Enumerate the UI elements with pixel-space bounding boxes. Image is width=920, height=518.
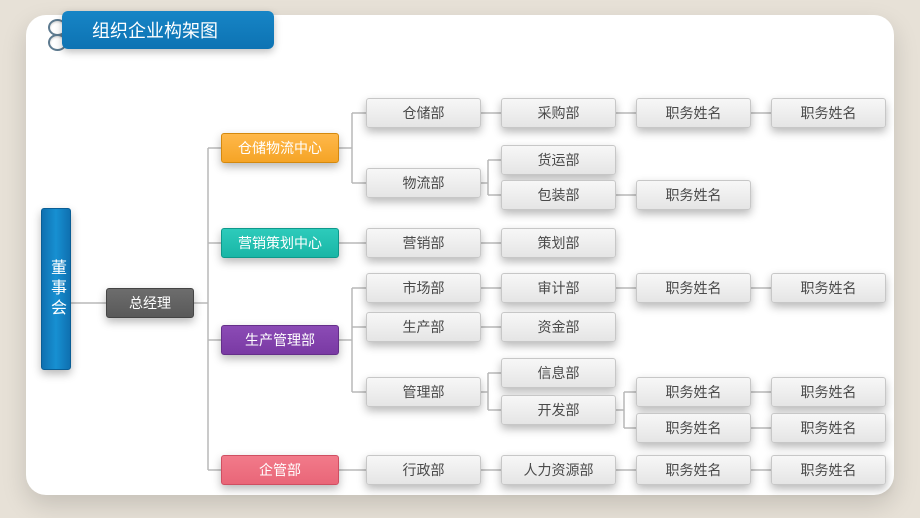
node-label: 营销策划中心 [238,233,322,253]
node-label: 采购部 [538,103,580,123]
node-label: 职务姓名 [666,185,722,205]
dept-node: 职务姓名 [636,455,751,485]
node-label: 职务姓名 [666,418,722,438]
node-label: 行政部 [403,460,445,480]
dept-node: 货运部 [501,145,616,175]
dept-node: 资金部 [501,312,616,342]
dept-node: 仓储部 [366,98,481,128]
node-label: 职务姓名 [801,103,857,123]
dept-node: 管理部 [366,377,481,407]
node-label: 职务姓名 [666,103,722,123]
org-chart-card: 组织企业构架图 [26,15,894,495]
node-label: 审计部 [538,278,580,298]
dept-node: 职务姓名 [771,413,886,443]
chart-title-text: 组织企业构架图 [92,17,218,43]
node-gm: 总经理 [106,288,194,318]
node-label: 物流部 [403,173,445,193]
dept-node: 职务姓名 [636,98,751,128]
node-label: 仓储部 [403,103,445,123]
dept-node: 开发部 [501,395,616,425]
dept-node: 职务姓名 [771,455,886,485]
dept-node: 职务姓名 [636,377,751,407]
node-label: 职务姓名 [666,460,722,480]
node-label: 仓储物流中心 [238,138,322,158]
node-label: 生产部 [403,317,445,337]
dept-node: 行政部 [366,455,481,485]
node-label: 总经理 [129,293,171,313]
dept-node: 审计部 [501,273,616,303]
dept-node: 策划部 [501,228,616,258]
node-label: 企管部 [259,460,301,480]
dept-node: 职务姓名 [771,273,886,303]
node-label: 职务姓名 [801,278,857,298]
node-label: 职务姓名 [666,278,722,298]
node-label: 开发部 [538,400,580,420]
node-board: 董事会 [41,208,71,370]
dept-node: 市场部 [366,273,481,303]
dept-node: 包装部 [501,180,616,210]
node-label: 包装部 [538,185,580,205]
dept-node: 职务姓名 [771,98,886,128]
node-label: 资金部 [538,317,580,337]
node-label: 策划部 [538,233,580,253]
chart-title: 组织企业构架图 [62,11,274,49]
dept-node: 职务姓名 [636,413,751,443]
dept-node: 物流部 [366,168,481,198]
dept-node: 人力资源部 [501,455,616,485]
dept-node: 生产部 [366,312,481,342]
node-label: 市场部 [403,278,445,298]
dept-node: 职务姓名 [636,180,751,210]
node-label: 生产管理部 [245,330,315,350]
dept-node: 营销部 [366,228,481,258]
dept-node: 职务姓名 [771,377,886,407]
node-label: 人力资源部 [524,460,594,480]
center-wh: 仓储物流中心 [221,133,339,163]
node-label: 董事会 [44,259,68,319]
node-label: 职务姓名 [801,460,857,480]
node-label: 职务姓名 [666,382,722,402]
dept-node: 采购部 [501,98,616,128]
dept-node: 信息部 [501,358,616,388]
node-label: 职务姓名 [801,418,857,438]
node-label: 职务姓名 [801,382,857,402]
center-co: 企管部 [221,455,339,485]
center-mk: 营销策划中心 [221,228,339,258]
node-label: 管理部 [403,382,445,402]
node-label: 货运部 [538,150,580,170]
node-label: 信息部 [538,363,580,383]
node-label: 营销部 [403,233,445,253]
dept-node: 职务姓名 [636,273,751,303]
center-pm: 生产管理部 [221,325,339,355]
